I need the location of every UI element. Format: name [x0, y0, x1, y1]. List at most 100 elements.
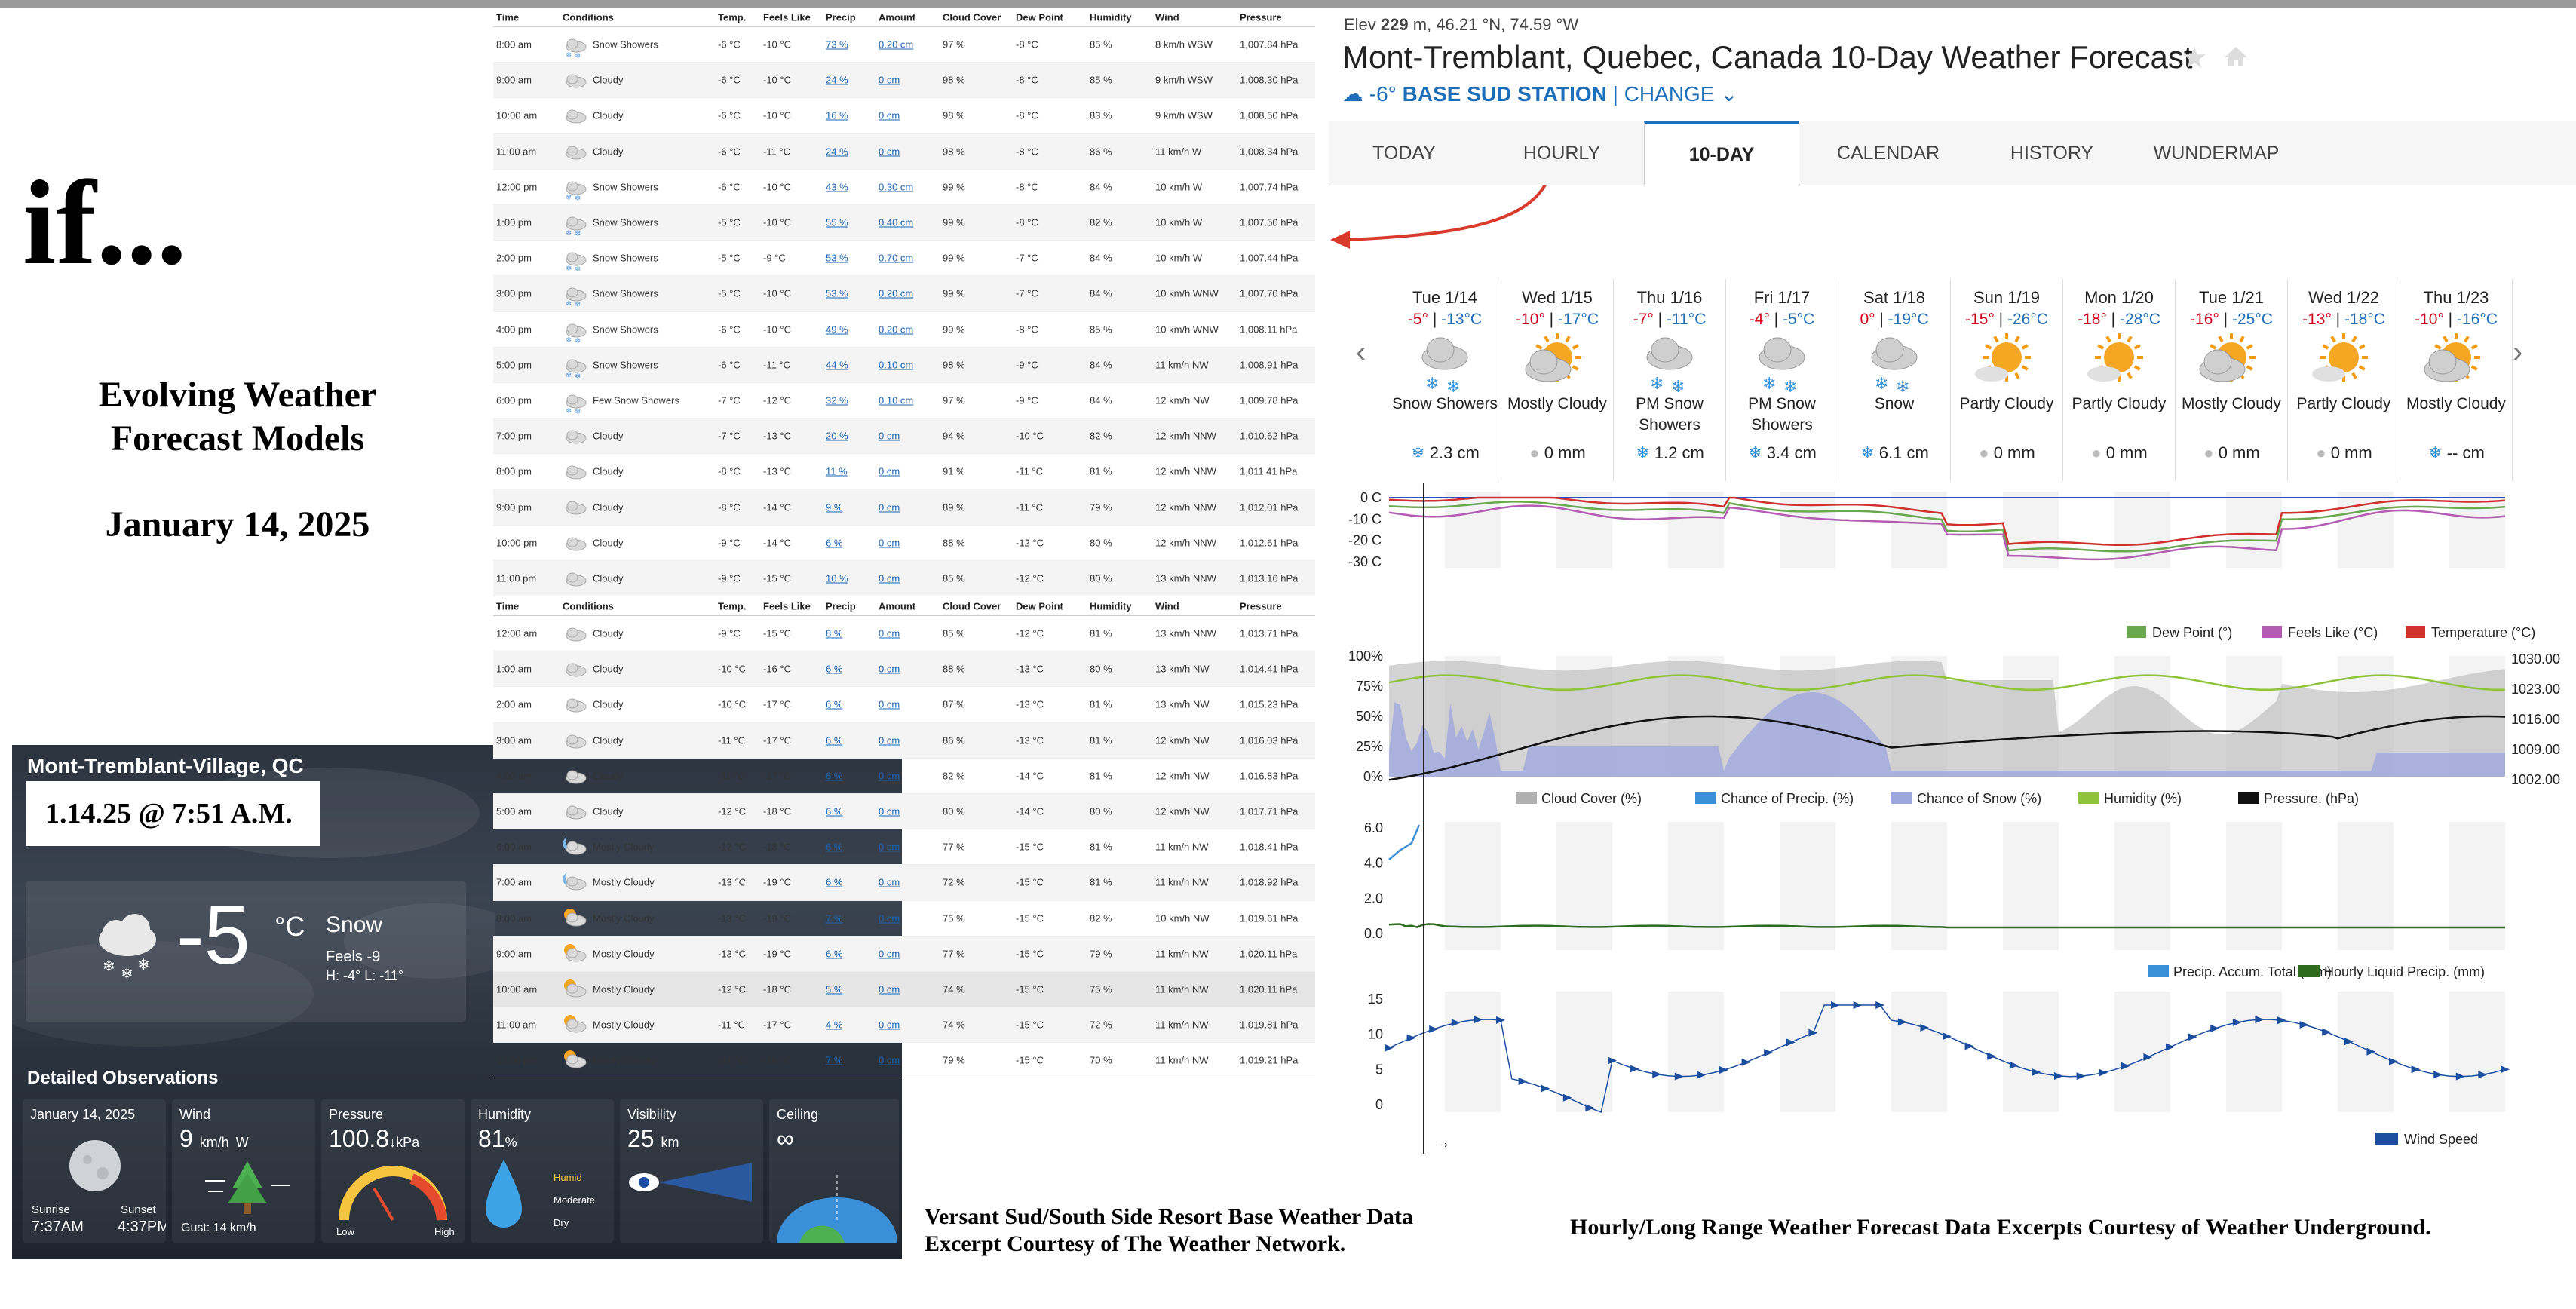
forecast-day-2[interactable]: Wed 1/15 -10° | -17°C Mostly Cloudy ● 0 mm	[1501, 279, 1614, 481]
forecast-day-7[interactable]: Mon 1/20 -18° | -28°C Partly Cloudy ● 0 mm	[2063, 279, 2176, 481]
tab-wundermap[interactable]: WUNDERMAP	[2127, 121, 2306, 185]
column-header[interactable]: Feels Like	[763, 600, 811, 612]
table-row[interactable]: 6:00 am Mostly Cloudy -12 °C -18 °C 6 % 0 cm 7…	[493, 829, 1315, 865]
table-row[interactable]: 11:00 pm Cloudy -9 °C -15 °C 10 % 0 cm 85 % -12…	[493, 561, 1315, 596]
precip-link[interactable]: 6 %	[826, 806, 842, 817]
amount-link[interactable]: 0.70 cm	[879, 253, 913, 264]
amount-link[interactable]: 0 cm	[879, 572, 900, 584]
amount-link[interactable]: 0 cm	[879, 806, 900, 817]
change-station-link[interactable]: CHANGE	[1624, 82, 1715, 106]
table-row[interactable]: 5:00 am Cloudy -12 °C -18 °C 6 % 0 cm 80 % -14 …	[493, 794, 1315, 829]
table-row[interactable]: 9:00 pm Cloudy -8 °C -14 °C 9 % 0 cm 89 % -11 °…	[493, 489, 1315, 525]
column-header[interactable]: Dew Point	[1016, 11, 1063, 23]
forecast-day-5[interactable]: Sat 1/18 0° | -19°C ❄ ❄ Snow ❄ 6.1 cm	[1838, 279, 1951, 481]
table-row[interactable]: 7:00 am Mostly Cloudy -13 °C -19 °C 6 % 0 cm 7…	[493, 865, 1315, 900]
amount-link[interactable]: 0.30 cm	[879, 181, 913, 192]
amount-link[interactable]: 0 cm	[879, 983, 900, 995]
table-row[interactable]: 1:00 am Cloudy -10 °C -16 °C 6 % 0 cm 88 % -13 …	[493, 651, 1315, 687]
column-header[interactable]: Pressure	[1240, 11, 1282, 23]
amount-link[interactable]: 0 cm	[879, 1019, 900, 1031]
column-header[interactable]: Temp.	[718, 11, 746, 23]
forecast-day-1[interactable]: Tue 1/14 -5° | -13°C ❄ ❄ Snow Showers ❄ 2.3 c…	[1389, 279, 1501, 481]
column-header[interactable]: Precip	[826, 11, 856, 23]
forecast-day-9[interactable]: Wed 1/22 -13° | -18°C Partly Cloudy ● 0 mm	[2288, 279, 2400, 481]
tab-calendar[interactable]: CALENDAR	[1799, 121, 1977, 185]
forecast-day-6[interactable]: Sun 1/19 -15° | -26°C Partly Cloudy ● 0 mm	[1951, 279, 2063, 481]
amount-link[interactable]: 0.40 cm	[879, 217, 913, 228]
precip-link[interactable]: 53 %	[826, 253, 848, 264]
home-icon[interactable]	[2223, 45, 2249, 68]
amount-link[interactable]: 0 cm	[879, 431, 900, 442]
amount-link[interactable]: 0 cm	[879, 734, 900, 746]
amount-link[interactable]: 0 cm	[879, 842, 900, 853]
table-row[interactable]: 7:00 pm Cloudy -7 °C -13 °C 20 % 0 cm 94 % -10 …	[493, 418, 1315, 454]
amount-link[interactable]: 0 cm	[879, 1055, 900, 1066]
precip-link[interactable]: 49 %	[826, 323, 848, 335]
amount-link[interactable]: 0.20 cm	[879, 288, 913, 299]
amount-link[interactable]: 0 cm	[879, 537, 900, 548]
precip-link[interactable]: 6 %	[826, 664, 842, 675]
precip-link[interactable]: 6 %	[826, 734, 842, 746]
table-row[interactable]: 2:00 am Cloudy -10 °C -17 °C 6 % 0 cm 87 % -13 …	[493, 687, 1315, 722]
tab-10-day[interactable]: 10-DAY	[1644, 121, 1799, 186]
favorite-star-icon[interactable]: ★	[2181, 41, 2208, 75]
precip-link[interactable]: 8 %	[826, 628, 842, 639]
column-header[interactable]: Humidity	[1090, 600, 1132, 612]
precip-link[interactable]: 4 %	[826, 1019, 842, 1031]
forecast-day-8[interactable]: Tue 1/21 -16° | -25°C Mostly Cloudy ● 0 mm	[2176, 279, 2288, 481]
table-row[interactable]: 1:00 pm ❄ ❄ Snow Showers -5 °C -10 °C 55 % 0.40…	[493, 205, 1315, 241]
column-header[interactable]: Pressure	[1240, 600, 1282, 612]
table-row[interactable]: 12:00 pm Mostly Cloudy -11 °C -16 °C 7 % 0 cm…	[493, 1043, 1315, 1078]
amount-link[interactable]: 0 cm	[879, 948, 900, 959]
table-row[interactable]: 8:00 pm Cloudy -8 °C -13 °C 11 % 0 cm 91 % -11 …	[493, 454, 1315, 489]
precip-link[interactable]: 7 %	[826, 1055, 842, 1066]
next-days-arrow[interactable]: ›	[2513, 336, 2522, 369]
column-header[interactable]: Wind	[1155, 11, 1179, 23]
table-row[interactable]: 4:00 am Cloudy -11 °C -17 °C 6 % 0 cm 82 % -14 …	[493, 759, 1315, 794]
precip-link[interactable]: 6 %	[826, 948, 842, 959]
forecast-day-4[interactable]: Fri 1/17 -4° | -5°C ❄ ❄ PM Snow Showers ❄ 3.4…	[1726, 279, 1838, 481]
precip-link[interactable]: 32 %	[826, 394, 848, 406]
column-header[interactable]: Conditions	[563, 11, 614, 23]
precip-link[interactable]: 6 %	[826, 877, 842, 888]
column-header[interactable]: Time	[496, 11, 519, 23]
precip-link[interactable]: 53 %	[826, 288, 848, 299]
precip-link[interactable]: 6 %	[826, 770, 842, 781]
table-row[interactable]: 11:00 am Cloudy -6 °C -11 °C 24 % 0 cm 98 % -8 …	[493, 134, 1315, 170]
table-row[interactable]: 10:00 am Mostly Cloudy -12 °C -18 °C 5 % 0 cm…	[493, 972, 1315, 1007]
amount-link[interactable]: 0 cm	[879, 146, 900, 157]
table-row[interactable]: 4:00 pm ❄ ❄ Snow Showers -6 °C -10 °C 49 % 0.20…	[493, 312, 1315, 348]
precip-link[interactable]: 7 %	[826, 912, 842, 924]
precip-link[interactable]: 24 %	[826, 75, 848, 86]
table-row[interactable]: 9:00 am Cloudy -6 °C -10 °C 24 % 0 cm 98 % -8 °…	[493, 63, 1315, 98]
column-header[interactable]: Wind	[1155, 600, 1179, 612]
amount-link[interactable]: 0.20 cm	[879, 39, 913, 51]
amount-link[interactable]: 0 cm	[879, 110, 900, 121]
table-row[interactable]: 5:00 pm ❄ ❄ Snow Showers -6 °C -11 °C 44 % 0.10…	[493, 348, 1315, 383]
column-header[interactable]: Cloud Cover	[943, 11, 1001, 23]
column-header[interactable]: Dew Point	[1016, 600, 1063, 612]
station-name[interactable]: BASE SUD STATION	[1403, 82, 1607, 106]
column-header[interactable]: Feels Like	[763, 11, 811, 23]
column-header[interactable]: Precip	[826, 600, 856, 612]
column-header[interactable]: Amount	[879, 11, 915, 23]
precip-link[interactable]: 73 %	[826, 39, 848, 51]
tab-today[interactable]: TODAY	[1329, 121, 1480, 185]
column-header[interactable]: Humidity	[1090, 11, 1132, 23]
table-row[interactable]: 2:00 pm ❄ ❄ Snow Showers -5 °C -9 °C 53 % 0.70 …	[493, 241, 1315, 276]
amount-link[interactable]: 0 cm	[879, 699, 900, 710]
precip-link[interactable]: 10 %	[826, 572, 848, 584]
tab-history[interactable]: HISTORY	[1977, 121, 2127, 185]
table-row[interactable]: 8:00 am Mostly Cloudy -13 °C -19 °C 7 % 0 cm 7…	[493, 901, 1315, 937]
amount-link[interactable]: 0 cm	[879, 628, 900, 639]
amount-link[interactable]: 0 cm	[879, 501, 900, 513]
table-row[interactable]: 12:00 pm ❄ ❄ Snow Showers -6 °C -10 °C 43 % 0.3…	[493, 170, 1315, 205]
table-row[interactable]: 3:00 pm ❄ ❄ Snow Showers -5 °C -10 °C 53 % 0.20…	[493, 276, 1315, 311]
precip-link[interactable]: 43 %	[826, 181, 848, 192]
table-row[interactable]: 12:00 am Cloudy -9 °C -15 °C 8 % 0 cm 85 % -12 …	[493, 616, 1315, 651]
amount-link[interactable]: 0 cm	[879, 664, 900, 675]
precip-link[interactable]: 5 %	[826, 983, 842, 995]
precip-link[interactable]: 55 %	[826, 217, 848, 228]
precip-link[interactable]: 6 %	[826, 842, 842, 853]
table-row[interactable]: 6:00 pm ❄ ❄ Few Snow Showers -7 °C -12 °C 32 %…	[493, 383, 1315, 418]
